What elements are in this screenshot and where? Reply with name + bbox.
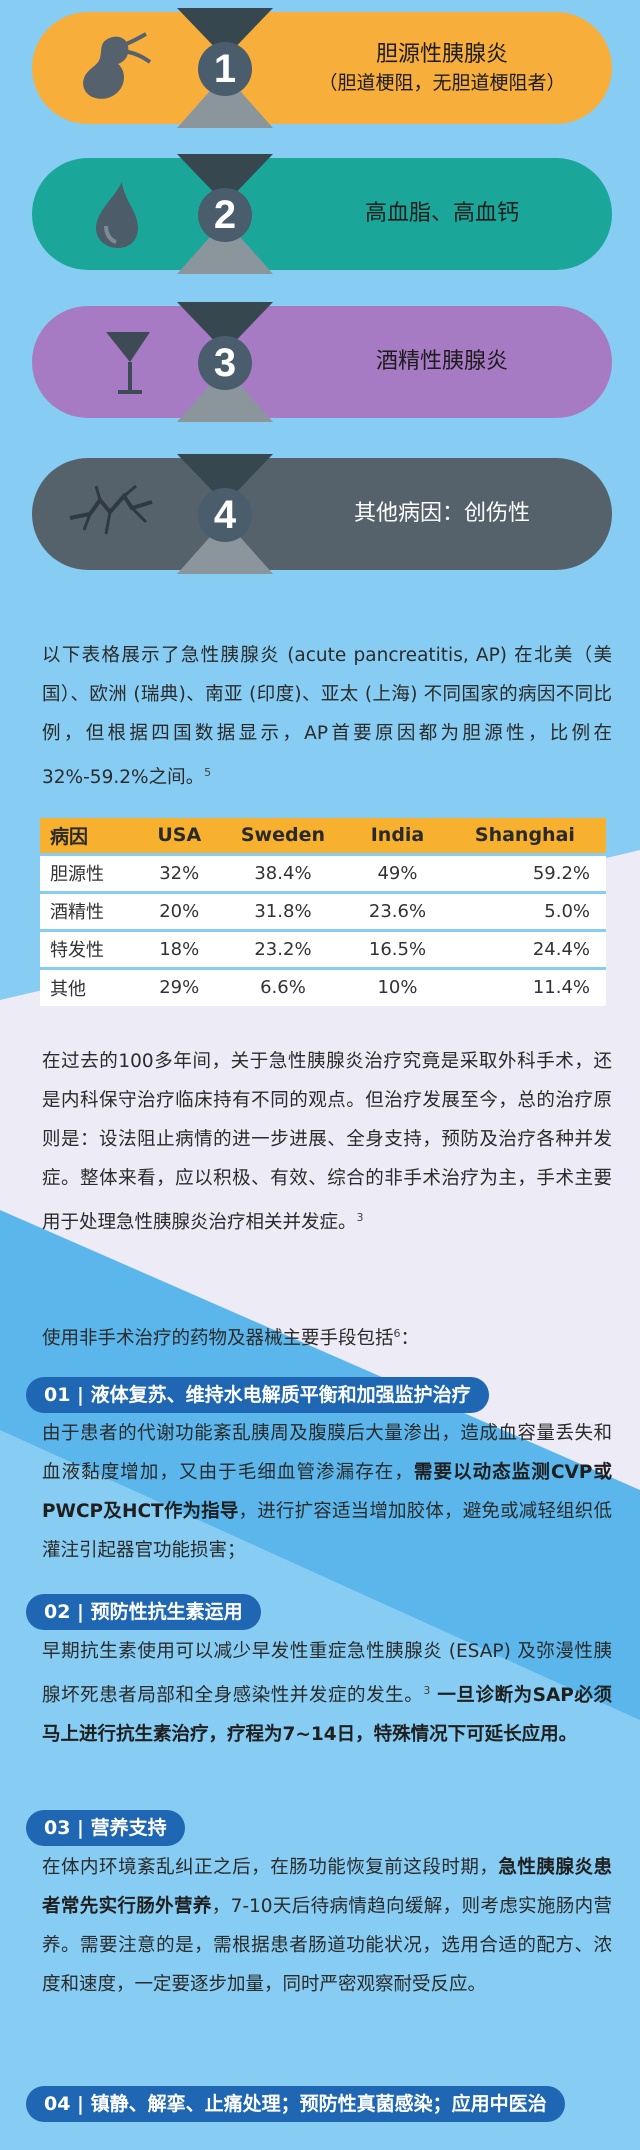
cause-title: 其他病因：创伤性 — [353, 501, 530, 526]
reference-marker: 3 — [356, 1211, 364, 1224]
table-header: 病因 — [40, 818, 144, 854]
cause-number: 4 — [198, 488, 252, 542]
table-cell: 32% — [143, 852, 215, 892]
number-funnel-shape — [177, 8, 273, 128]
table-cell: 16.5% — [351, 928, 444, 968]
section-tag-01: 01 | 液体复苏、维持水电解质平衡和加强监护治疗 — [26, 1377, 489, 1413]
section-01-emphasis: 需要以动态监测CVP或PWCP及HCT作为指导 — [42, 1462, 612, 1522]
cause-card-1: 1 胆源性胰腺炎 （胆道梗阻，无胆道梗阻者） — [32, 8, 612, 128]
table-cell: 20% — [143, 890, 215, 930]
table-header: Sweden — [214, 818, 352, 854]
section-tag-02: 02 | 预防性抗生素运用 — [26, 1594, 261, 1630]
table-cell: 38.4% — [214, 852, 352, 892]
table-cell: 49% — [351, 852, 444, 892]
number-funnel-shape — [177, 154, 273, 274]
cause-number: 2 — [198, 188, 252, 242]
number-funnel-shape — [177, 454, 273, 574]
cause-title: 酒精性胰腺炎 — [375, 349, 508, 374]
table-cell: 6.6% — [214, 966, 352, 1006]
section-01-body: 由于患者的代谢功能紊乱胰周及腹膜后大量渗出，造成血容量丢失和血液黏度增加，又由于… — [42, 1414, 612, 1570]
table-cell: 特发性 — [40, 928, 144, 968]
table-cell: 胆源性 — [40, 852, 144, 892]
section-03-text: 在体内环境紊乱纠正之后，在肠功能恢复前这段时期， — [42, 1857, 499, 1878]
table-cell: 酒精性 — [40, 890, 144, 930]
means-intro-suffix: ： — [400, 1328, 420, 1350]
reference-marker: 6 — [393, 1327, 401, 1340]
history-text: 在过去的100多年间，关于急性胰腺炎治疗究竟是采取外科手术，还是内科保守治疗临床… — [42, 1051, 612, 1234]
table-cell: 10% — [351, 966, 444, 1006]
section-03-body: 在体内环境紊乱纠正之后，在肠功能恢复前这段时期，急性胰腺炎患者常先实行肠外营养，… — [42, 1848, 612, 2004]
table-cell: 29% — [143, 966, 215, 1006]
intro-paragraph: 以下表格展示了急性胰腺炎 (acute pancreatitis, AP) 在北… — [42, 636, 612, 797]
drop-icon — [96, 182, 138, 248]
section-03-text-2: ，7-10天后待病情趋向缓解，则考虑实施肠内营养。需要注意的是，需根据患者肠道功… — [42, 1896, 612, 1995]
section-01-text-2: ，进行扩容适当增加胶体，避免或减轻组织低灌注引起器官功能损害； — [42, 1501, 612, 1561]
cause-card-3: 3 酒精性胰腺炎 — [32, 302, 612, 422]
table-cell: 59.2% — [443, 852, 606, 892]
table-cell: 23.6% — [351, 890, 444, 930]
cause-label: 其他病因：创伤性 — [292, 458, 592, 570]
means-intro: 使用非手术治疗的药物及器械主要手段包括6： — [42, 1314, 612, 1358]
reference-marker: 5 — [204, 766, 212, 779]
section-tag-03: 03 | 营养支持 — [26, 1810, 185, 1846]
table-header: India — [351, 818, 444, 854]
section-02-emphasis: 一旦诊断为SAP必须马上进行抗生素治疗，疗程为7~14日，特殊情况下可延长应用。 — [42, 1685, 612, 1746]
table-cell: 其他 — [40, 966, 144, 1006]
cause-label: 高血脂、高血钙 — [292, 158, 592, 270]
cocktail-glass-icon — [106, 332, 150, 394]
reference-marker: 3 — [423, 1684, 431, 1697]
table-row: 酒精性 20% 31.8% 23.6% 5.0% — [40, 890, 606, 930]
cause-number: 1 — [198, 42, 252, 96]
cause-title: 胆源性胰腺炎 — [375, 42, 508, 67]
gallbladder-icon — [83, 32, 152, 99]
table-cell: 23.2% — [214, 928, 352, 968]
cause-card-4: 4 其他病因：创伤性 — [32, 454, 612, 574]
section-02-body: 早期抗生素使用可以减少早发性重症急性胰腺炎 (ESAP) 及弥漫性胰腺坏死患者局… — [42, 1632, 612, 1754]
table-cell: 5.0% — [443, 890, 606, 930]
table-header-row: 病因 USA Sweden India Shanghai — [40, 818, 606, 854]
section-01-text: 由于患者的代谢功能紊乱胰周及腹膜后大量渗出，造成血容量丢失和血液黏度增加，又由于… — [42, 1423, 612, 1483]
cause-card-2: 2 高血脂、高血钙 — [32, 154, 612, 274]
section-tag-04: 04 | 镇静、解挛、止痛处理；预防性真菌感染；应用中医治 — [26, 2086, 565, 2122]
section-03-emphasis: 急性胰腺炎患者常先实行肠外营养 — [42, 1857, 612, 1917]
table-cell: 24.4% — [443, 928, 606, 968]
table-cell: 11.4% — [443, 966, 606, 1006]
section-02-text: 早期抗生素使用可以减少早发性重症急性胰腺炎 (ESAP) 及弥漫性胰腺坏死患者局… — [42, 1641, 612, 1707]
table-header: USA — [143, 818, 215, 854]
number-funnel-shape — [177, 302, 273, 422]
table-cell: 18% — [143, 928, 215, 968]
cause-subtitle: （胆道梗阻，无胆道梗阻者） — [318, 72, 566, 94]
intro-text: 以下表格展示了急性胰腺炎 (acute pancreatitis, AP) 在北… — [42, 645, 612, 789]
table-header: Shanghai — [443, 818, 606, 854]
cause-title: 高血脂、高血钙 — [364, 201, 519, 226]
crack-icon — [69, 484, 153, 535]
etiology-table: 病因 USA Sweden India Shanghai 胆源性 32% 38.… — [40, 818, 606, 1006]
table-row: 特发性 18% 23.2% 16.5% 24.4% — [40, 928, 606, 968]
table-row: 胆源性 32% 38.4% 49% 59.2% — [40, 852, 606, 892]
table-row: 其他 29% 6.6% 10% 11.4% — [40, 966, 606, 1006]
history-paragraph: 在过去的100多年间，关于急性胰腺炎治疗究竟是采取外科手术，还是内科保守治疗临床… — [42, 1042, 612, 1242]
cause-number: 3 — [198, 336, 252, 390]
cause-label: 胆源性胰腺炎 （胆道梗阻，无胆道梗阻者） — [292, 12, 592, 124]
table-cell: 31.8% — [214, 890, 352, 930]
means-intro-text: 使用非手术治疗的药物及器械主要手段包括 — [42, 1328, 394, 1350]
cause-label: 酒精性胰腺炎 — [292, 306, 592, 418]
